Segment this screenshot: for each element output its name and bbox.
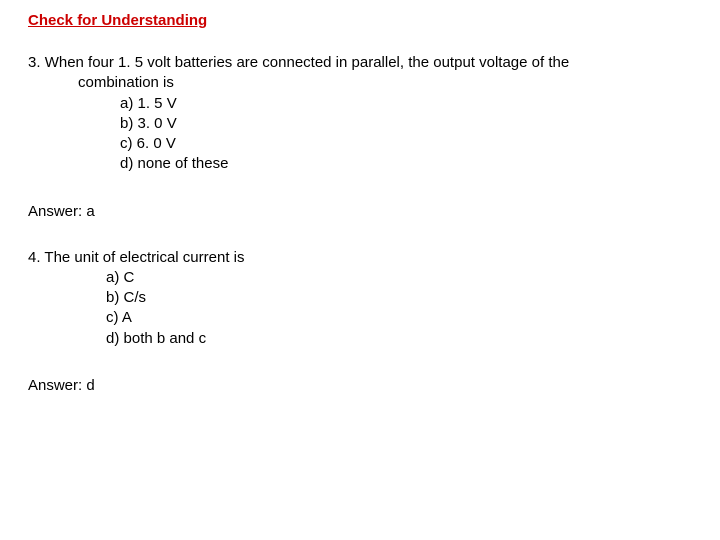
- question-3-number: 3.: [28, 54, 45, 71]
- question-4: 4. The unit of electrical current is a) …: [28, 248, 692, 349]
- question-3-option-c: c) 6. 0 V: [120, 134, 692, 154]
- question-3-options: a) 1. 5 V b) 3. 0 V c) 6. 0 V d) none of…: [28, 94, 692, 175]
- question-3-answer: Answer: a: [28, 203, 692, 220]
- question-4-text: 4. The unit of electrical current is: [28, 248, 692, 268]
- question-4-stem-line1: The unit of electrical current is: [44, 249, 244, 266]
- question-4-options: a) C b) C/s c) A d) both b and c: [28, 268, 692, 349]
- question-4-number: 4.: [28, 249, 44, 266]
- question-4-option-a: a) C: [106, 268, 692, 288]
- question-4-option-c: c) A: [106, 308, 692, 328]
- question-3-option-d: d) none of these: [120, 154, 692, 174]
- question-4-option-d: d) both b and c: [106, 329, 692, 349]
- question-3-option-a: a) 1. 5 V: [120, 94, 692, 114]
- question-3: 3. When four 1. 5 volt batteries are con…: [28, 53, 692, 175]
- question-3-text: 3. When four 1. 5 volt batteries are con…: [28, 53, 692, 94]
- question-3-stem-line1: When four 1. 5 volt batteries are connec…: [45, 54, 570, 71]
- question-4-option-b: b) C/s: [106, 288, 692, 308]
- question-3-option-b: b) 3. 0 V: [120, 114, 692, 134]
- section-title: Check for Understanding: [28, 12, 692, 29]
- question-4-answer: Answer: d: [28, 377, 692, 394]
- question-3-stem-line2: combination is: [28, 73, 692, 93]
